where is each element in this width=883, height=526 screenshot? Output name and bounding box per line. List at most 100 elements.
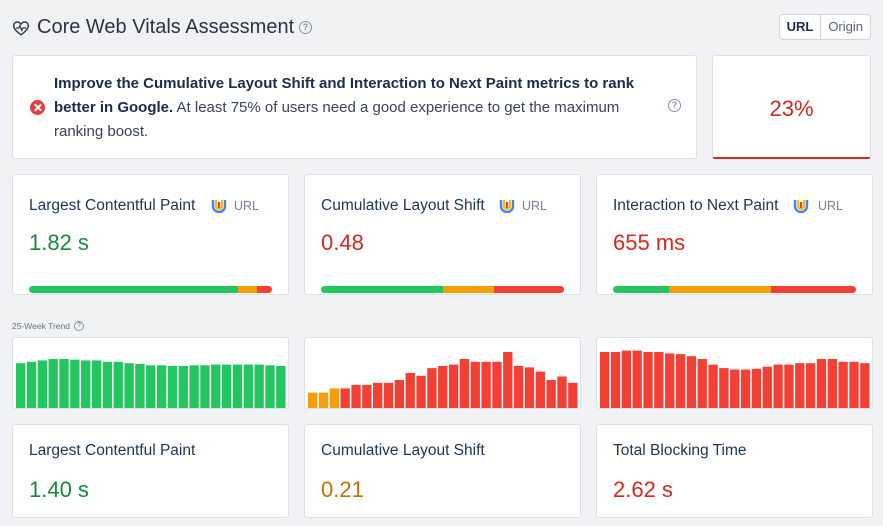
trend-bar [568, 382, 578, 408]
metric-card-inp[interactable]: Interaction to Next Paint URL 655 ms [596, 174, 873, 295]
trend-bar [600, 352, 610, 408]
trend-chart-lcp[interactable] [12, 337, 289, 409]
lab-card-tbt[interactable]: Total Blocking Time 2.62 s [596, 424, 873, 518]
trend-bar [860, 363, 870, 408]
trend-bar [416, 375, 426, 408]
lab-card-cls[interactable]: Cumulative Layout Shift 0.21 [304, 424, 581, 518]
trend-bar [318, 392, 329, 408]
url-origin-toggle: URL Origin [778, 14, 871, 40]
trend-svg [16, 359, 286, 408]
trend-bar [178, 366, 188, 408]
trend-bar [524, 367, 535, 408]
header: Core Web Vitals Assessment ? URL Origin [12, 14, 871, 42]
distribution-bar [613, 286, 856, 293]
trend-bar [70, 359, 80, 408]
trend-bar [665, 353, 675, 408]
trend-bar [546, 380, 556, 408]
metric-value: 2.62 s [613, 477, 673, 502]
trend-bar [102, 361, 113, 408]
metric-label: Interaction to Next Paint [613, 197, 779, 214]
metric-value: 0.21 [321, 477, 364, 502]
trend-bar [394, 380, 405, 408]
metric-label: Total Blocking Time [613, 442, 747, 459]
trend-label: 25-Week Trend ? [12, 321, 84, 331]
metric-value: 0.48 [321, 230, 364, 255]
trend-svg [600, 350, 870, 408]
trend-bar [459, 359, 470, 408]
distribution-segment-poor [257, 286, 272, 293]
crux-icon [793, 200, 809, 213]
url-tag: URL [818, 199, 844, 213]
trend-bar [654, 352, 664, 408]
crux-icon [499, 200, 515, 213]
metric-value: 1.40 s [29, 477, 89, 502]
trend-bar [276, 366, 286, 408]
trend-bar [405, 373, 415, 408]
trend-bar [730, 369, 740, 408]
trend-chart-inp[interactable] [596, 337, 873, 409]
distribution-segment-ni [668, 286, 771, 293]
distribution-bar [29, 286, 272, 293]
assessment-strong: Improve the Cumulative Layout Shift and … [54, 75, 635, 116]
trend-bar [686, 356, 697, 408]
trend-bar [362, 384, 372, 408]
trend-bar [81, 360, 91, 408]
help-icon[interactable]: ? [299, 21, 312, 34]
metric-card-lcp[interactable]: Largest Contentful Paint URL 1.82 s [12, 174, 289, 295]
distribution-segment-good [29, 286, 238, 293]
trend-bar [113, 361, 123, 408]
help-icon[interactable]: ? [73, 321, 84, 331]
trend-bar [48, 359, 58, 408]
trend-bar [816, 359, 827, 408]
trend-bar [37, 360, 48, 408]
metric-label: Largest Contentful Paint [29, 442, 196, 459]
trend-bar [610, 352, 621, 408]
crux-icon [211, 200, 227, 213]
trend-bar [16, 363, 26, 408]
metric-label: Cumulative Layout Shift [321, 197, 485, 214]
trend-svg [308, 352, 578, 408]
trend-bar [221, 364, 232, 408]
trend-bar [827, 359, 837, 408]
trend-bar [156, 365, 167, 408]
assessment-rest: At least 75% of users need a good experi… [54, 99, 620, 140]
trend-bar [740, 369, 751, 408]
trend-chart-cls[interactable] [304, 337, 581, 409]
assessment-message: Improve the Cumulative Layout Shift and … [54, 72, 654, 144]
trend-bar [124, 363, 134, 408]
trend-bar [200, 365, 210, 408]
trend-bar [621, 350, 632, 408]
metric-label: Largest Contentful Paint [29, 197, 196, 214]
score-value: 23% [769, 96, 814, 121]
trend-bar [719, 368, 729, 408]
trend-bar [383, 382, 394, 408]
help-icon[interactable]: ? [668, 99, 681, 112]
trend-bar [784, 364, 794, 408]
trend-bar [805, 363, 816, 408]
trend-bar [189, 365, 199, 408]
trend-bar [254, 364, 264, 408]
toggle-url[interactable]: URL [780, 15, 822, 39]
trend-bar [232, 364, 243, 408]
lab-card-lcp[interactable]: Largest Contentful Paint 1.40 s [12, 424, 289, 518]
metric-card-cls[interactable]: Cumulative Layout Shift URL 0.48 [304, 174, 581, 295]
metric-value: 655 ms [613, 230, 686, 255]
distribution-bar [321, 286, 564, 293]
toggle-origin[interactable]: Origin [828, 19, 863, 34]
trend-bar [167, 366, 178, 408]
trend-bar [632, 350, 642, 408]
distribution-segment-poor [493, 286, 564, 293]
trend-bar [308, 392, 318, 408]
trend-bar [438, 366, 448, 408]
trend-bar [762, 366, 772, 408]
score-card: 23% [712, 55, 871, 159]
trend-bar [146, 365, 156, 408]
metric-label: Cumulative Layout Shift [321, 442, 485, 459]
trend-bar [373, 382, 383, 408]
trend-bar [557, 376, 567, 408]
trend-bar [243, 364, 253, 408]
trend-bar [470, 361, 480, 408]
distribution-segment-poor [770, 286, 856, 293]
metric-value: 1.82 s [29, 230, 89, 255]
trend-bar [211, 364, 221, 408]
